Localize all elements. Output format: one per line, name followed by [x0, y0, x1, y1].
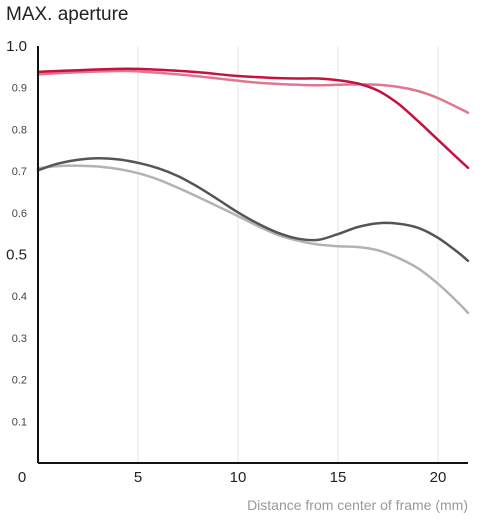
- x-tick-label-4: 20: [430, 469, 447, 486]
- x-tick-label-3: 15: [330, 469, 347, 486]
- y-tick-label-2: 0.8: [12, 124, 27, 136]
- y-tick-label-0: 1.0: [6, 38, 27, 55]
- series-line-1: [36, 69, 470, 114]
- series-group: [36, 67, 470, 315]
- series-line-2: [36, 156, 470, 263]
- y-tick-label-4: 0.6: [12, 208, 27, 220]
- y-tick-label-8: 0.2: [12, 375, 27, 387]
- x-tick-label-0: 0: [18, 469, 26, 486]
- x-tick-label-2: 10: [230, 469, 247, 486]
- y-tick-label-5: 0.5: [6, 247, 27, 264]
- y-tick-labels: 1.0 0.9 0.8 0.7 0.6 0.5 0.4 0.3 0.2 0.1: [6, 38, 27, 428]
- y-tick-label-1: 0.9: [12, 83, 27, 95]
- x-axis-label: Distance from center of frame (mm): [247, 497, 468, 513]
- grid-lines: [137, 46, 439, 463]
- y-tick-label-9: 0.1: [12, 416, 27, 428]
- y-tick-label-3: 0.7: [12, 166, 27, 178]
- series-line-3: [36, 164, 470, 315]
- y-tick-label-6: 0.4: [12, 291, 27, 303]
- y-tick-label-7: 0.3: [12, 333, 27, 345]
- chart-title: MAX. aperture: [6, 4, 129, 25]
- x-tick-label-1: 5: [134, 469, 142, 486]
- series-line-0: [36, 67, 470, 170]
- x-tick-labels: 0 5 10 15 20: [18, 469, 447, 486]
- axes: [37, 46, 468, 464]
